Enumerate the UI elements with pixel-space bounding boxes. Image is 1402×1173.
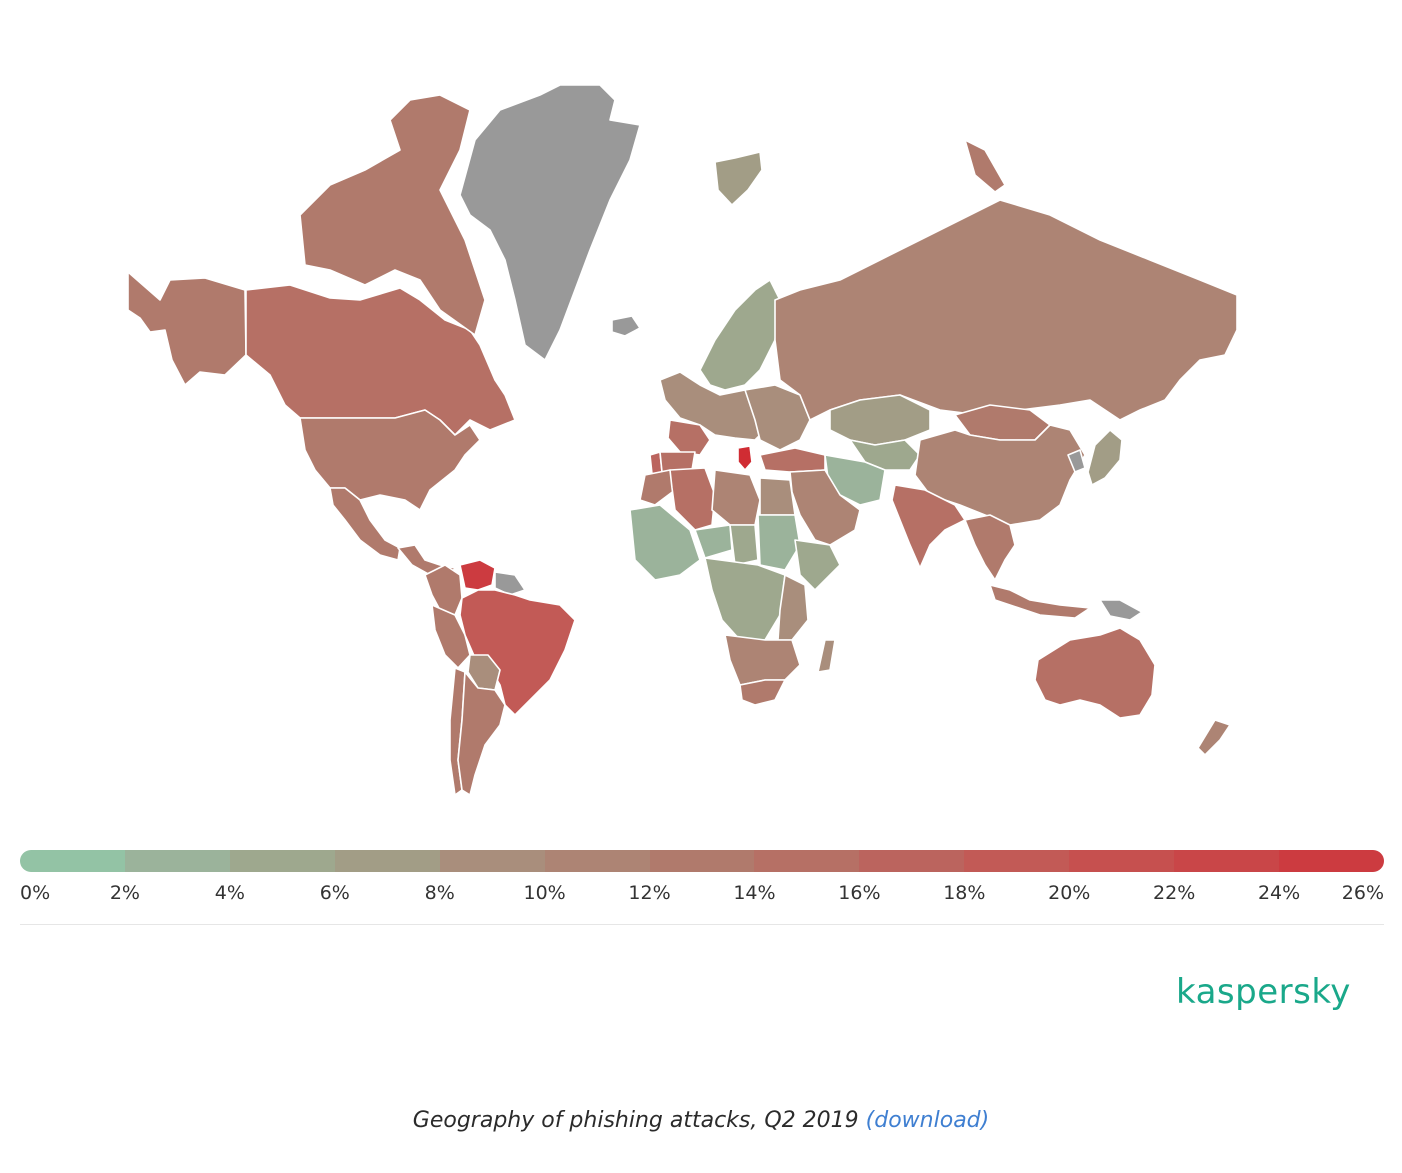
legend-segment	[1174, 850, 1280, 872]
map-region-colombia	[424, 564, 463, 616]
map-region-scandinavia	[699, 279, 781, 391]
legend-segment	[334, 850, 440, 872]
map-region-alaska-united-states	[127, 271, 247, 386]
map-region-west-africa	[629, 504, 701, 581]
legend-tick-label: 24%	[1257, 882, 1301, 904]
map-region-greece	[737, 445, 753, 471]
map-region-morocco	[639, 469, 676, 506]
legend-tick-label: 26%	[1341, 882, 1384, 904]
map-region-france	[667, 419, 711, 456]
map-region-peru	[431, 604, 471, 669]
legend-tick-label: 0%	[20, 882, 51, 904]
map-region-madagascar	[817, 639, 836, 673]
legend-segment	[1069, 850, 1175, 872]
map-region-greenland	[459, 84, 641, 361]
map-region-chad	[729, 524, 759, 566]
caption: Geography of phishing attacks, Q2 2019 (…	[0, 1108, 1402, 1133]
legend-tick-label: 12%	[628, 882, 671, 904]
map-region-niger	[694, 524, 733, 559]
divider	[20, 924, 1384, 925]
legend-tick-label: 20%	[1048, 882, 1091, 904]
map-region-australia	[1034, 627, 1156, 719]
map-region-kazakhstan	[829, 394, 931, 446]
legend-segment	[649, 850, 755, 872]
map-region-eastern-europe	[744, 384, 811, 451]
map-region-southern-africa	[724, 634, 801, 686]
map-region-russia	[774, 199, 1238, 421]
legend-tick-label: 22%	[1153, 882, 1196, 904]
world-map	[127, 84, 1238, 796]
legend-tick-label: 4%	[214, 882, 245, 904]
legend-tick-label: 16%	[838, 882, 881, 904]
legend-segment	[229, 850, 335, 872]
legend-segment	[754, 850, 860, 872]
caption-text: Geography of phishing attacks, Q2 2019	[412, 1108, 859, 1133]
kaspersky-logo: kaspersky	[1176, 972, 1351, 1012]
map-region-indonesia	[989, 584, 1091, 619]
map-region-canada	[245, 284, 516, 436]
map-region-iceland	[611, 315, 641, 337]
map-region-mexico	[329, 487, 401, 561]
legend-color-scale	[20, 850, 1384, 872]
legend-tick-label: 18%	[943, 882, 986, 904]
download-link[interactable]: (download)	[865, 1108, 990, 1133]
map-region-south-africa	[739, 679, 786, 706]
legend-tick-label: 8%	[424, 882, 455, 904]
legend-tick-labels: 0% 2% 4% 6% 8% 10% 12% 14% 16% 18% 20% 22% 24% 26%	[0, 882, 1402, 906]
legend-tick-label: 14%	[733, 882, 776, 904]
legend-segment	[859, 850, 965, 872]
map-region-brazil	[459, 589, 576, 716]
legend-segment	[20, 850, 125, 872]
legend-segment	[124, 850, 230, 872]
map-region-svalbard	[714, 151, 763, 206]
map-region-libya	[711, 469, 761, 526]
legend-segment	[1279, 850, 1384, 872]
map-region-algeria	[669, 467, 716, 531]
legend-tick-label: 2%	[109, 882, 140, 904]
map-region-novaya-zemlya-russia	[964, 139, 1006, 193]
map-region-venezuela	[459, 559, 496, 591]
map-region-southeast-asia	[964, 514, 1016, 581]
legend-tick-label: 10%	[523, 882, 566, 904]
legend-tick-label: 6%	[319, 882, 350, 904]
map-region-papua-new-guinea	[1099, 599, 1143, 621]
legend-segment	[964, 850, 1070, 872]
map-region-sudan	[757, 514, 801, 571]
map-region-guianas	[494, 571, 526, 596]
map-region-korea	[1067, 449, 1086, 473]
map-region-japan	[1087, 429, 1123, 486]
map-region-egypt	[759, 477, 796, 516]
map-region-arabian-peninsula	[789, 469, 861, 546]
map-region-new-zealand	[1197, 719, 1231, 756]
map-region-argentina	[457, 671, 506, 796]
map-region-central-africa	[704, 557, 786, 641]
map-region-horn-of-africa	[794, 539, 841, 591]
map-region-canadian-arctic-islands	[299, 94, 486, 336]
map-region-turkey	[759, 447, 826, 473]
legend-segment	[544, 850, 650, 872]
legend-segment	[439, 850, 545, 872]
map-region-india	[891, 484, 966, 569]
